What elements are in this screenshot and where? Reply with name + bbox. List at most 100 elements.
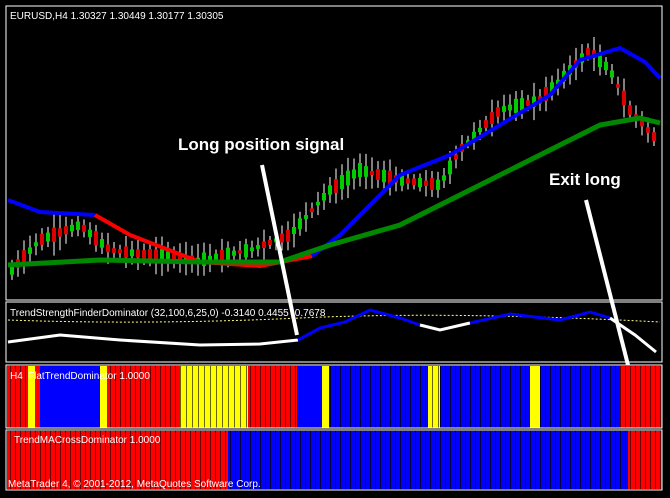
blue-ma — [310, 45, 662, 258]
candle — [118, 249, 122, 254]
candle — [286, 229, 290, 242]
candle — [160, 249, 164, 264]
candle — [214, 253, 218, 260]
candle — [430, 178, 434, 190]
candle — [616, 84, 620, 88]
candle — [514, 98, 518, 114]
candle — [370, 171, 374, 175]
candle — [490, 112, 494, 124]
candle — [520, 98, 524, 111]
candle — [142, 250, 146, 259]
candle — [652, 132, 656, 142]
candle — [100, 239, 104, 248]
candle — [94, 231, 98, 246]
candle — [352, 169, 356, 179]
candle — [316, 201, 320, 206]
ma-cross-bars — [7, 431, 662, 489]
candle — [232, 250, 236, 256]
candle — [88, 229, 92, 237]
candle — [112, 248, 116, 253]
pointer — [584, 199, 630, 366]
candle — [154, 249, 158, 262]
candle — [262, 241, 266, 249]
candle — [82, 224, 86, 232]
flat-trend-bars — [7, 366, 662, 428]
candle — [388, 170, 392, 185]
candle — [166, 251, 170, 263]
candle — [508, 104, 512, 111]
candle — [364, 166, 368, 177]
candle — [130, 249, 134, 257]
annotation: Exit long — [549, 170, 621, 189]
candle — [586, 48, 590, 56]
candle — [238, 250, 242, 254]
candle — [436, 179, 440, 190]
panel-label: TrendStrengthFinderDominator (32,100,6,2… — [10, 308, 326, 319]
candle — [34, 242, 38, 247]
candle — [208, 255, 212, 261]
candle — [412, 178, 416, 186]
candle — [640, 120, 644, 127]
candle — [280, 233, 284, 243]
candle — [622, 90, 626, 106]
candle — [550, 82, 554, 94]
ma-cross-panel — [5, 429, 663, 491]
candle — [472, 131, 476, 141]
blue-ma — [7, 198, 96, 217]
candle — [400, 174, 404, 186]
candle — [202, 252, 206, 266]
candle — [304, 215, 308, 219]
candle — [628, 105, 632, 115]
pointer — [260, 164, 299, 336]
candle — [64, 226, 68, 235]
candle — [604, 61, 608, 71]
candle — [250, 247, 254, 252]
candle — [376, 169, 380, 180]
candle — [406, 178, 410, 184]
candle — [148, 249, 152, 261]
candle — [556, 79, 560, 85]
green-ma — [7, 115, 661, 268]
candle — [40, 233, 44, 245]
chart-header: EURUSD,H4 1.30327 1.30449 1.30177 1.3030… — [10, 11, 224, 22]
panel-label: FlatTrendDominator 1.0000 — [28, 371, 150, 382]
candle — [76, 221, 80, 230]
candle — [28, 247, 32, 254]
strength-panel — [5, 301, 663, 363]
candle — [532, 96, 536, 107]
candle — [10, 265, 14, 275]
candle — [298, 218, 302, 230]
footer: MetaTrader 4, © 2001-2012, MetaQuotes So… — [8, 479, 261, 490]
candle — [442, 175, 446, 181]
strength-line — [297, 308, 421, 342]
candle — [52, 227, 56, 242]
candle — [70, 224, 74, 232]
candle — [334, 179, 338, 193]
candle — [226, 247, 230, 262]
candle — [424, 180, 428, 186]
annotation: Long position signal — [178, 135, 344, 154]
candle — [292, 226, 296, 235]
candle — [496, 107, 500, 117]
candle — [22, 250, 26, 264]
candle — [46, 232, 50, 242]
candle — [268, 240, 272, 245]
candle — [220, 249, 224, 262]
panel-label: H4 — [10, 371, 23, 382]
candle — [478, 127, 482, 133]
candle — [346, 170, 350, 186]
candle — [418, 177, 422, 188]
candle — [382, 169, 386, 183]
candle — [58, 228, 62, 237]
candle — [598, 52, 602, 68]
candle — [358, 163, 362, 177]
candle — [310, 208, 314, 213]
candle — [328, 185, 332, 195]
strength-line — [419, 321, 471, 332]
candle — [256, 245, 260, 249]
candle — [610, 70, 614, 78]
strength-line — [7, 333, 299, 347]
candle — [322, 192, 326, 201]
candle — [106, 244, 110, 253]
